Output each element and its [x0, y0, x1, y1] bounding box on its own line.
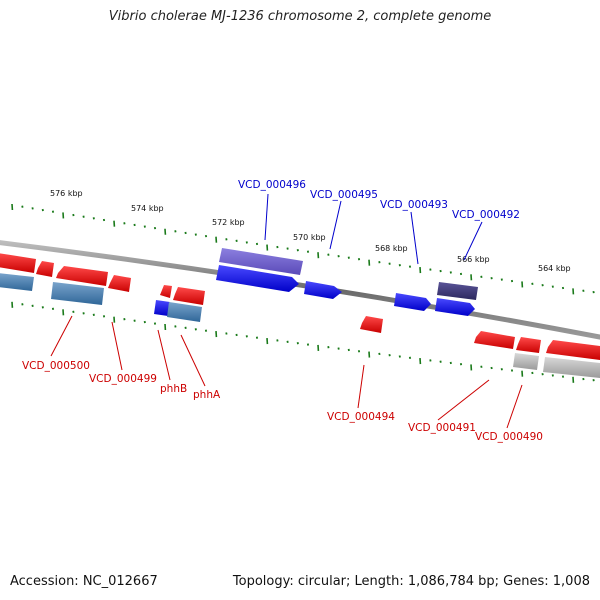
label-vcd000495: VCD_000495 [310, 189, 378, 201]
gene-left-edge-1 [0, 253, 36, 273]
label-vcd000493: VCD_000493 [380, 199, 448, 211]
label-vcd000500: VCD_000500 [22, 360, 90, 372]
cds-grey-2 [543, 357, 600, 378]
label-vcd000496: VCD_000496 [238, 179, 306, 191]
gene-phh-forward [154, 300, 170, 316]
gene-vcd000492-cds [437, 282, 478, 300]
label-vcd000490: VCD_000490 [475, 431, 543, 443]
scale-label-576: 576 kbp [50, 189, 83, 198]
gene-vcd000496-cds [219, 248, 303, 275]
gene-phha [173, 287, 205, 305]
label-vcd000499: VCD_000499 [89, 373, 157, 385]
cds-vcd000500 [51, 282, 104, 305]
gene-vcd000490-a [516, 337, 541, 353]
cds-phha [167, 302, 202, 322]
gene-vcd000491 [474, 331, 515, 349]
gene-vcd000494 [360, 316, 383, 333]
gene-phhb [160, 285, 172, 298]
label-vcd000491: VCD_000491 [408, 422, 476, 434]
label-phhb: phhB [160, 383, 187, 395]
inner-scale-ticks [11, 301, 595, 383]
scale-label-572: 572 kbp [212, 218, 245, 227]
forward-leaders [264, 193, 483, 265]
chromosome-backbone [0, 240, 600, 340]
gene-vcd000490-b [546, 340, 600, 360]
cds-left-edge [0, 273, 34, 291]
scale-label-570: 570 kbp [293, 233, 326, 242]
cds-grey-1 [513, 353, 539, 370]
scale-label-566: 566 kbp [457, 255, 490, 264]
scale-label-574: 574 kbp [131, 204, 164, 213]
scale-label-568: 568 kbp [375, 244, 408, 253]
gene-vcd000493 [394, 293, 431, 311]
genome-summary: Topology: circular; Length: 1,086,784 bp… [232, 574, 590, 589]
forward-features [154, 248, 478, 316]
gene-left-edge-2 [36, 261, 54, 277]
reverse-gene-labels: VCD_000500 VCD_000499 phhB phhA VCD_0004… [22, 360, 543, 443]
accession-label: Accession: NC_012667 [10, 574, 158, 589]
label-vcd000494: VCD_000494 [327, 411, 395, 423]
gene-vcd000496 [216, 265, 299, 292]
reverse-leaders [50, 315, 523, 429]
map-title: Vibrio cholerae MJ-1236 chromosome 2, co… [108, 9, 492, 24]
scale-labels: 576 kbp 574 kbp 572 kbp 570 kbp 568 kbp … [50, 189, 571, 273]
outer-scale-ticks [11, 203, 595, 295]
label-vcd000492: VCD_000492 [452, 209, 520, 221]
reverse-features [0, 253, 600, 378]
scale-label-564: 564 kbp [538, 264, 571, 273]
gene-vcd000499 [108, 275, 131, 292]
forward-gene-labels: VCD_000496 VCD_000495 VCD_000493 VCD_000… [238, 179, 520, 221]
label-phha: phhA [193, 389, 221, 401]
gene-vcd000500 [56, 266, 108, 286]
gene-vcd000492 [435, 298, 475, 316]
gene-vcd000495 [304, 281, 342, 299]
